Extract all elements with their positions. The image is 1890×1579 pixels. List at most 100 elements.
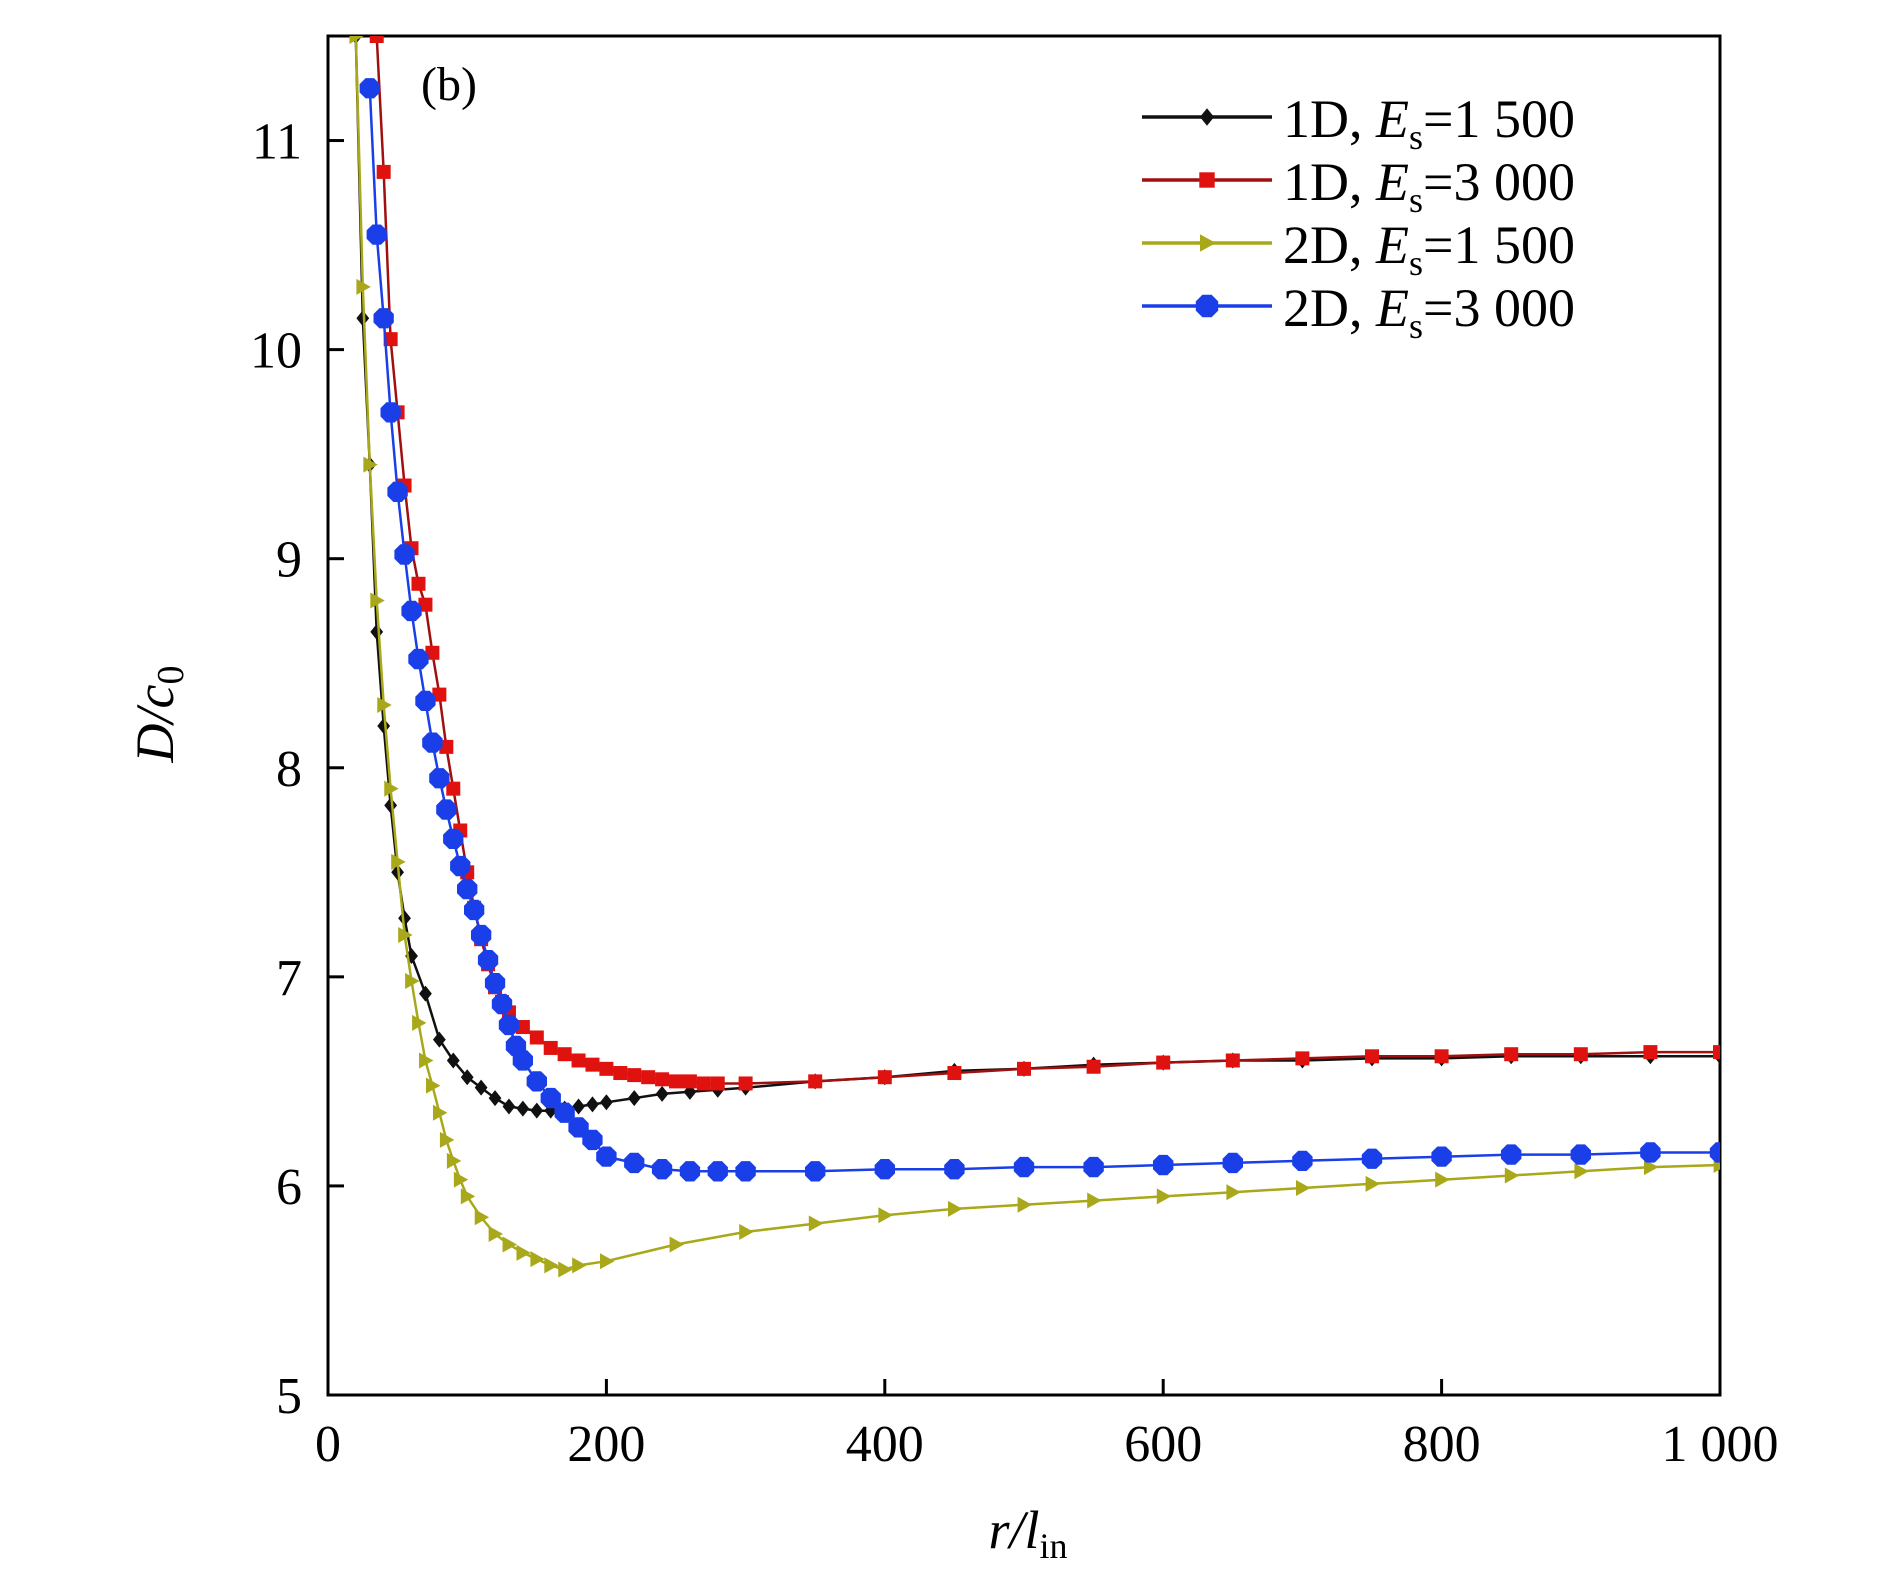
y-tick-label: 6 (276, 1159, 302, 1216)
data-point (1017, 1196, 1032, 1213)
data-point (808, 1074, 823, 1089)
data-point (710, 1076, 725, 1091)
data-point (394, 544, 415, 565)
data-point (947, 1066, 962, 1081)
data-point (474, 1209, 490, 1226)
data-point (554, 1102, 575, 1123)
data-point (359, 78, 380, 99)
data-point (1225, 1053, 1240, 1068)
legend-marker (1199, 172, 1215, 188)
x-tick-label: 800 (1403, 1416, 1481, 1473)
data-point (376, 164, 391, 179)
data-point (679, 1161, 701, 1182)
data-point (432, 687, 447, 702)
y-axis-label-sub: 0 (150, 666, 192, 685)
data-point (488, 1090, 502, 1107)
data-point (457, 878, 478, 900)
data-point (572, 1257, 587, 1274)
data-point (544, 1257, 559, 1274)
data-point (369, 36, 384, 43)
data-point (436, 799, 457, 820)
x-axis-label-sub: in (1040, 1526, 1068, 1566)
data-point (877, 1070, 892, 1085)
data-point (516, 1244, 531, 1261)
data-point (1292, 1150, 1313, 1171)
data-point (398, 910, 411, 927)
data-point (356, 278, 371, 295)
data-point (415, 690, 436, 711)
data-point (429, 768, 450, 789)
data-point (582, 1129, 603, 1151)
data-point (411, 576, 426, 591)
data-point (874, 1159, 895, 1180)
data-point (425, 645, 440, 660)
data-point (377, 717, 391, 734)
data-point (568, 1117, 589, 1138)
legend-label-var: E (1375, 278, 1409, 338)
y-tick-label: 7 (276, 950, 302, 1007)
legend-label-sub: s (1409, 117, 1423, 157)
data-point (419, 1052, 434, 1069)
legend-label-var: E (1375, 89, 1409, 149)
data-point (380, 402, 401, 423)
data-point (738, 1076, 753, 1091)
data-point (1435, 1171, 1450, 1188)
data-point (515, 1020, 530, 1035)
legend-label-suffix: =3 000 (1423, 152, 1575, 212)
data-point (1434, 1049, 1449, 1064)
data-point (453, 1171, 469, 1188)
data-point (446, 1152, 462, 1169)
legend-label-prefix: 2D, (1283, 215, 1376, 275)
data-point (624, 1152, 645, 1174)
data-point (540, 1087, 561, 1109)
legend-label-suffix: =1 500 (1423, 215, 1575, 275)
data-point (464, 899, 485, 921)
data-point (422, 732, 443, 753)
data-point (707, 1161, 728, 1182)
data-point (446, 781, 461, 796)
data-point (682, 1074, 697, 1089)
data-point (1222, 1152, 1243, 1174)
data-point (1156, 1188, 1172, 1205)
data-point (460, 1188, 476, 1205)
axis-layer: 0 200 400 600 800 1 000 5 6 7 8 9 10 11 (250, 114, 1779, 1473)
data-point (571, 1053, 586, 1068)
data-point (1504, 1047, 1519, 1062)
panel-label: (b) (421, 58, 477, 111)
data-point (1431, 1146, 1452, 1167)
y-tick-label: 10 (250, 323, 302, 380)
legend-item: 1D, Es=3 000 (1142, 152, 1575, 220)
data-point (1365, 1175, 1380, 1192)
data-point (1644, 1159, 1659, 1176)
data-point (600, 1094, 613, 1111)
data-point (498, 1014, 520, 1036)
x-tick-label: 200 (567, 1416, 645, 1473)
data-point (530, 1251, 545, 1268)
data-point (1504, 1167, 1520, 1184)
data-point (627, 1068, 642, 1083)
data-point (529, 1030, 544, 1045)
data-point (418, 597, 433, 612)
x-axis-label-main: r/l (988, 1500, 1039, 1560)
data-point (596, 1146, 617, 1167)
data-point (585, 1057, 600, 1072)
y-tick-label: 9 (276, 532, 302, 589)
data-point (739, 1223, 754, 1240)
data-point (477, 950, 499, 971)
legend-label-var: E (1375, 215, 1409, 275)
legend-label: 2D, Es=1 500 (1283, 215, 1575, 283)
x-tick-label: 400 (846, 1416, 924, 1473)
data-point (1713, 1045, 1720, 1060)
data-point (655, 1072, 670, 1087)
data-point (1296, 1180, 1311, 1197)
legend-label-sub: s (1409, 306, 1423, 346)
data-point (1153, 1154, 1174, 1176)
y-axis-label-main: D/c (125, 684, 185, 763)
data-point (383, 332, 398, 347)
x-axis-label: r/lin (988, 1500, 1067, 1566)
data-point (1570, 1144, 1591, 1165)
data-point (349, 36, 364, 44)
data-point (363, 456, 378, 473)
y-axis-label: D/c0 (125, 666, 192, 764)
